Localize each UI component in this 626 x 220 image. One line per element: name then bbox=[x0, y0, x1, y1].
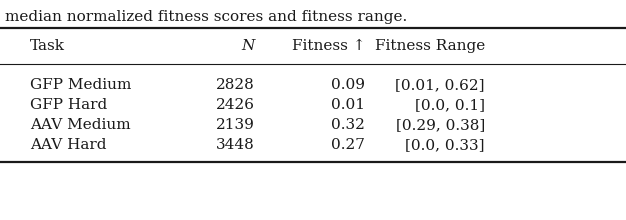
Text: 2139: 2139 bbox=[216, 118, 255, 132]
Text: AAV Medium: AAV Medium bbox=[30, 118, 131, 132]
Text: [0.01, 0.62]: [0.01, 0.62] bbox=[396, 78, 485, 92]
Text: 3448: 3448 bbox=[216, 138, 255, 152]
Text: Fitness Range: Fitness Range bbox=[375, 39, 485, 53]
Text: 2426: 2426 bbox=[216, 98, 255, 112]
Text: 0.32: 0.32 bbox=[331, 118, 365, 132]
Text: 2828: 2828 bbox=[216, 78, 255, 92]
Text: median normalized fitness scores and fitness range.: median normalized fitness scores and fit… bbox=[5, 10, 408, 24]
Text: [0.0, 0.33]: [0.0, 0.33] bbox=[406, 138, 485, 152]
Text: Task: Task bbox=[30, 39, 65, 53]
Text: GFP Hard: GFP Hard bbox=[30, 98, 107, 112]
Text: [0.0, 0.1]: [0.0, 0.1] bbox=[415, 98, 485, 112]
Text: GFP Medium: GFP Medium bbox=[30, 78, 131, 92]
Text: N: N bbox=[242, 39, 255, 53]
Text: [0.29, 0.38]: [0.29, 0.38] bbox=[396, 118, 485, 132]
Text: 0.27: 0.27 bbox=[331, 138, 365, 152]
Text: 0.09: 0.09 bbox=[331, 78, 365, 92]
Text: AAV Hard: AAV Hard bbox=[30, 138, 106, 152]
Text: 0.01: 0.01 bbox=[331, 98, 365, 112]
Text: Fitness ↑: Fitness ↑ bbox=[292, 39, 365, 53]
